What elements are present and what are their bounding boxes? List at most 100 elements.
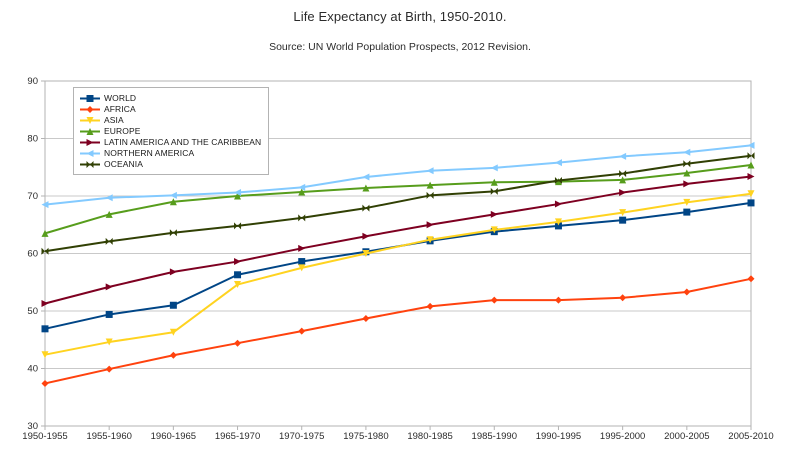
series-marker-europe [683, 169, 691, 177]
series-marker-latin-america-and-the-caribbean [683, 180, 691, 188]
y-tick-label: 40 [27, 364, 38, 375]
series-marker-europe [169, 198, 177, 206]
series-marker-latin-america-and-the-caribbean [105, 283, 113, 291]
series-northern-america [41, 141, 755, 209]
y-tick-label: 80 [27, 134, 38, 145]
x-tick-label: 1970-1975 [279, 431, 324, 442]
series-marker-latin-america-and-the-caribbean [426, 221, 434, 229]
legend-label: EUROPE [104, 126, 141, 136]
series-marker-northern-america [105, 194, 113, 202]
series-marker-africa [554, 296, 562, 304]
series-oceania [41, 152, 755, 255]
series-marker-asia [747, 190, 755, 198]
x-tick-label: 2000-2005 [664, 431, 709, 442]
series-line-asia [44, 192, 752, 356]
series-marker-latin-america-and-the-caribbean [41, 300, 49, 308]
series-marker-oceania [362, 204, 370, 212]
legend-marker-world-icon [80, 95, 100, 102]
series-marker-europe [619, 176, 627, 184]
series-marker-northern-america [234, 189, 242, 197]
series-marker-oceania [683, 160, 691, 168]
x-tick-label: 1990-1995 [536, 431, 581, 442]
series-marker-latin-america-and-the-caribbean [490, 210, 498, 218]
series-marker-world [41, 325, 49, 333]
series-marker-oceania [105, 237, 113, 245]
series-marker-asia [234, 281, 242, 289]
series-line-africa [44, 277, 752, 385]
series-marker-africa [234, 339, 242, 347]
series-marker-northern-america [362, 173, 370, 181]
series-marker-northern-america [683, 148, 691, 156]
legend-item-world: WORLD [80, 93, 261, 104]
series-marker-asia [41, 351, 49, 359]
legend-marker-asia-icon [80, 117, 100, 124]
x-tick-label: 1960-1965 [151, 431, 196, 442]
series-marker-world [298, 258, 306, 266]
series-marker-asia [683, 198, 691, 206]
series-marker-africa [298, 327, 306, 335]
series-marker-oceania [169, 229, 177, 237]
legend-label: WORLD [104, 93, 137, 103]
x-tick-label: 1965-1970 [215, 431, 260, 442]
series-marker-asia [362, 250, 370, 257]
x-tick-label: 1985-1990 [472, 431, 517, 442]
series-marker-northern-america [490, 164, 498, 172]
series-marker-asia [490, 226, 498, 234]
series-marker-europe [426, 181, 434, 189]
series-marker-world [619, 216, 627, 224]
legend-marker-northern-america-icon [80, 150, 100, 157]
series-marker-europe [41, 229, 49, 237]
y-tick-label: 60 [27, 249, 38, 260]
series-latin-america-and-the-caribbean [41, 172, 755, 308]
series-marker-latin-america-and-the-caribbean [362, 232, 370, 240]
series-marker-africa [490, 296, 498, 304]
series-marker-europe [554, 178, 562, 186]
series-marker-world [554, 222, 562, 230]
legend-label: LATIN AMERICA AND THE CARIBBEAN [104, 137, 262, 147]
series-marker-northern-america [747, 141, 755, 149]
legend-item-africa: AFRICA [80, 104, 261, 115]
series-marker-latin-america-and-the-caribbean [169, 268, 177, 276]
y-tick-label: 50 [27, 306, 38, 317]
legend-marker-oceania-icon [80, 161, 100, 168]
legend: WORLD AFRICA ASIA EUROPE LATIN AMERICA AND T… [73, 87, 270, 175]
series-marker-europe [298, 188, 306, 196]
legend-label: OCEANIA [104, 159, 143, 169]
legend-label: ASIA [104, 115, 124, 125]
x-tick-label: 1950-1955 [22, 431, 67, 442]
series-marker-northern-america [169, 191, 177, 199]
series-marker-northern-america [554, 159, 562, 167]
series-marker-oceania [619, 170, 627, 178]
chart-title: Life Expectancy at Birth, 1950-2010. [293, 9, 507, 24]
series-marker-latin-america-and-the-caribbean [554, 200, 562, 208]
series-marker-asia [169, 328, 177, 336]
series-marker-oceania [747, 152, 755, 160]
series-marker-oceania [426, 191, 434, 199]
legend-label: NORTHERN AMERICA [104, 148, 195, 158]
series-marker-world [169, 301, 177, 309]
series-marker-latin-america-and-the-caribbean [747, 172, 755, 180]
series-line-europe [44, 163, 752, 235]
series-line-latin-america-and-the-caribbean [44, 175, 752, 305]
series-marker-oceania [298, 214, 306, 222]
x-tick-label: 2005-2010 [728, 431, 773, 442]
series-marker-oceania [234, 222, 242, 230]
legend-label: AFRICA [104, 104, 136, 114]
series-marker-latin-america-and-the-caribbean [298, 244, 306, 252]
series-marker-africa [747, 275, 755, 283]
series-marker-world [747, 199, 755, 207]
series-marker-africa [169, 351, 177, 359]
legend-marker-latin-america-and-the-caribbean-icon [80, 139, 100, 146]
legend-item-oceania: OCEANIA [80, 159, 261, 170]
series-line-world [44, 201, 752, 330]
series-line-northern-america [44, 144, 752, 206]
series-asia [41, 190, 755, 359]
x-tick-label: 1955-1960 [86, 431, 131, 442]
legend-item-europe: EUROPE [80, 126, 261, 137]
x-tick-label: 1995-2000 [600, 431, 645, 442]
y-tick-label: 90 [27, 76, 38, 87]
series-marker-europe [490, 178, 498, 186]
series-marker-asia [619, 209, 627, 217]
series-marker-oceania [554, 176, 562, 184]
